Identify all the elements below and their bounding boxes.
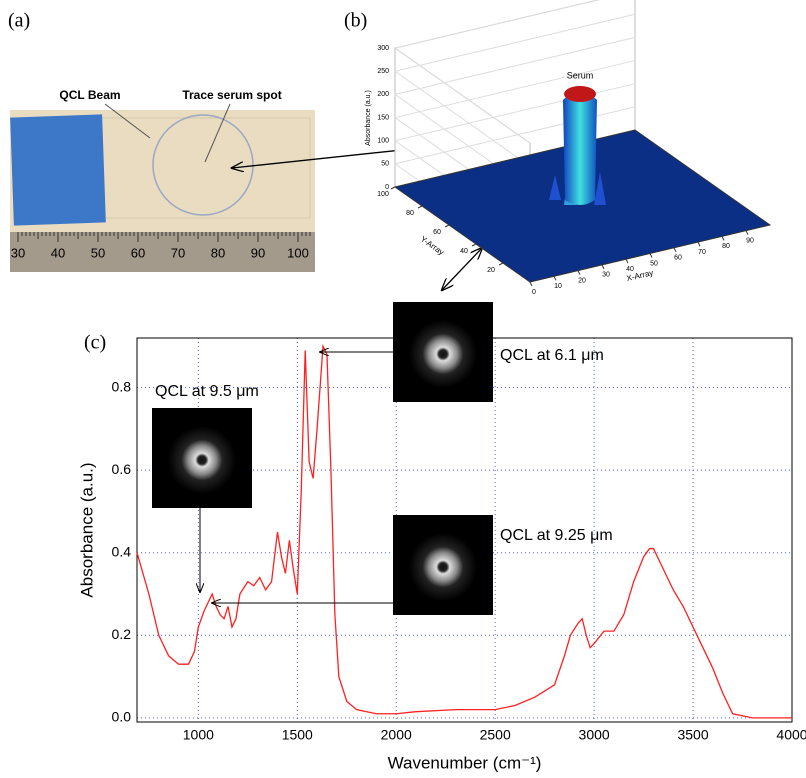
column (563, 92, 597, 205)
x-tick (625, 258, 629, 264)
grid-line (393, 13, 636, 167)
x-tick-label: 40 (626, 266, 634, 273)
ruler-label: 70 (171, 245, 185, 260)
z-tick-label: 50 (381, 161, 389, 168)
annotation: QCL at 9.5 μm (155, 383, 259, 400)
annotation: QCL at 9.25 μm (500, 527, 613, 544)
x-tick (721, 236, 725, 241)
beam-spot (409, 320, 477, 388)
y-tick (498, 262, 504, 266)
y-tick (471, 243, 477, 247)
x-tick-label: 3500 (677, 727, 708, 743)
ruler: 30 40 50 60 70 80 90 100 (11, 232, 311, 260)
panel-label: (b) (344, 10, 367, 32)
y-axis-title: Absorbance (a.u.) (77, 462, 96, 597)
x-tick (529, 281, 533, 287)
photo-label: Trace serum spot (182, 88, 281, 102)
y-axis-title: Y-Array (419, 234, 446, 257)
y-tick-label: 40 (460, 248, 468, 255)
y-tick-label: 0.6 (112, 461, 132, 477)
y-tick-label: 80 (406, 210, 414, 217)
y-tick-label: 20 (487, 267, 495, 274)
x-tick-label: 2500 (480, 727, 511, 743)
z-axis-title: Absorbance (a.u.) (365, 90, 372, 146)
ruler-label: 80 (211, 245, 225, 260)
x-tick (673, 247, 677, 253)
x-tick (553, 276, 557, 281)
z-tick-label: 250 (377, 68, 389, 75)
y-tick (390, 186, 396, 190)
photo: QCL Beam Trace serum spot (10, 88, 562, 290)
y-tick-label: 0.0 (112, 709, 132, 725)
x-tick (697, 241, 701, 247)
spike (549, 175, 561, 200)
x-tick-label: 60 (674, 255, 682, 262)
y-tick (444, 224, 450, 228)
z-tick-label: 300 (377, 45, 389, 52)
floor (393, 129, 772, 283)
x-tick-label: 1000 (183, 727, 214, 743)
y-tick (417, 205, 423, 209)
x-tick (649, 253, 653, 258)
ruler-label: 30 (11, 245, 25, 260)
z-tick-label: 200 (377, 91, 389, 98)
panel-label: (c) (84, 332, 106, 354)
z-tick-label: 150 (377, 114, 389, 121)
x-tick-label: 3000 (579, 727, 610, 743)
y-tick-label: 0.4 (112, 543, 132, 559)
x-tick-label: 2000 (381, 727, 412, 743)
x-axis-title: Wavenumber (cm⁻¹) (388, 753, 542, 772)
ruler-label: 40 (51, 245, 65, 260)
x-tick-label: 80 (722, 243, 730, 250)
surface-plot: 0 50 100 150 200 250 300 0 10 20 30 40 50 60 70 80 90 20 4… (365, 0, 772, 296)
beam-spot (409, 533, 477, 601)
x-tick-label: 30 (602, 272, 610, 279)
column-cap (564, 86, 596, 102)
x-tick-label: 4000 (776, 727, 806, 743)
ruler-label: 50 (91, 245, 105, 260)
z-tick-label: 0 (385, 184, 389, 191)
ruler-label: 100 (287, 245, 309, 260)
spike (594, 172, 606, 205)
x-tick (577, 270, 581, 275)
x-tick-label: 70 (698, 249, 706, 256)
y-tick-label: 0.2 (112, 626, 132, 642)
spectrum-line (136, 343, 792, 719)
y-tick-label: 100 (377, 191, 389, 198)
x-tick (601, 264, 605, 270)
x-tick-label: 20 (578, 277, 586, 284)
y-tick-label: 60 (433, 229, 441, 236)
beam-spot (168, 426, 236, 494)
panel-label: (a) (8, 10, 30, 32)
annotation: QCL at 6.1 μm (500, 347, 604, 364)
y-tick-label: 0.8 (112, 378, 132, 394)
grid-line (393, 0, 600, 144)
annotation: Serum (567, 70, 594, 80)
x-tick-label: 10 (554, 283, 562, 290)
photo-label: QCL Beam (59, 88, 120, 102)
x-tick-label: 0 (532, 289, 536, 296)
grid-line (393, 36, 636, 190)
x-tick (745, 230, 749, 235)
x-tick-label: 50 (650, 260, 658, 267)
ruler-label: 60 (131, 245, 145, 260)
z-tick-label: 100 (377, 138, 389, 145)
spectrum-plot: 1000 1500 2000 2500 3000 3500 4000 0.0 0.2 0.4 0.6… (77, 302, 806, 772)
ruler-label: 90 (251, 245, 265, 260)
x-tick-label: 1500 (282, 727, 313, 743)
x-tick-label: 90 (746, 238, 754, 245)
